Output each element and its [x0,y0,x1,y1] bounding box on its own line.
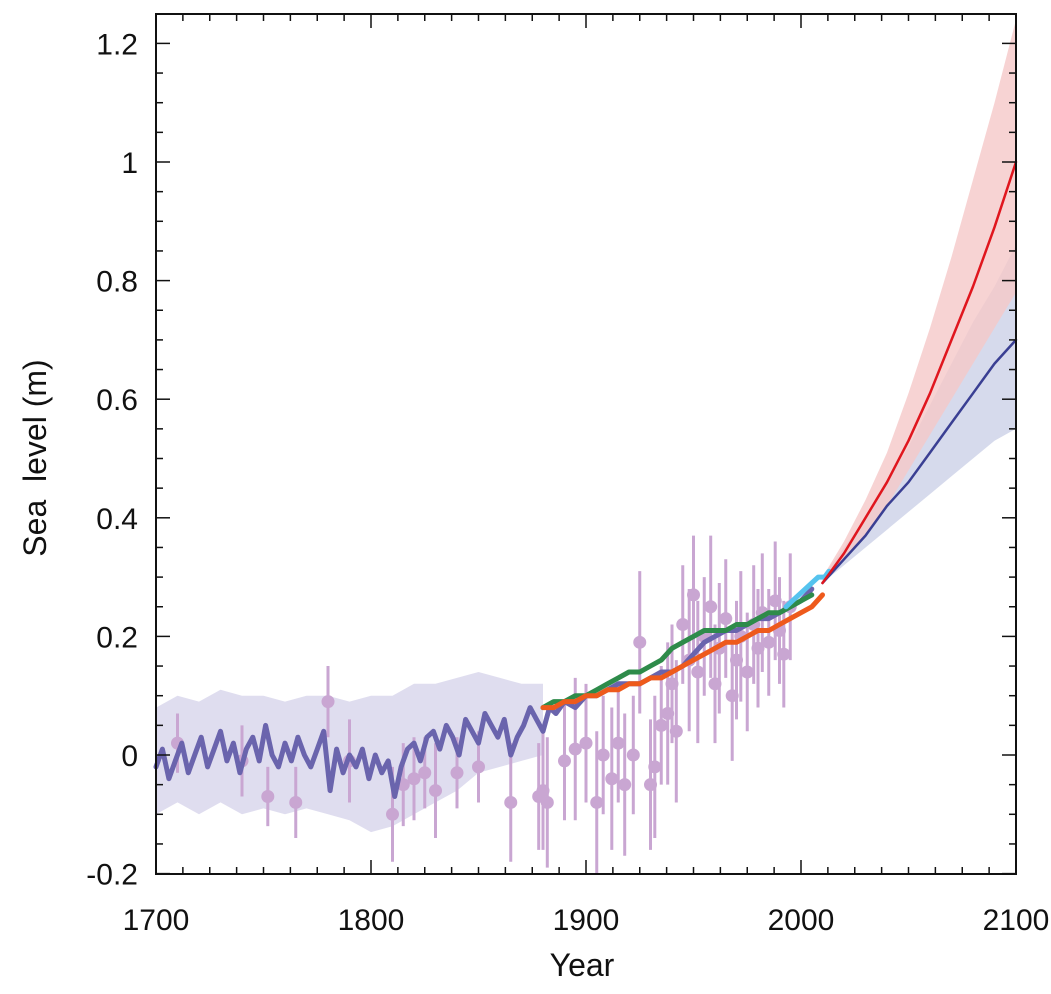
proxy-point [568,742,582,756]
proxy-point [618,778,632,792]
y-tick-labels: -0.2 0 0.2 0.4 0.6 0.8 1 1.2 [86,28,138,891]
proxy-point [605,772,619,786]
proxy-point [504,795,518,809]
proxy-point [704,600,718,614]
proxy-point [558,754,571,768]
y-tick-label: 1.2 [96,28,138,61]
proxy-point [777,647,791,661]
proxy-point [450,766,464,780]
plot-marks [153,19,1018,874]
series-line-projection-low [821,338,1018,585]
series-line-reconstruction [153,586,815,799]
x-tick-labels: 1700 1800 1900 2000 2100 [123,904,1050,937]
series-line-projection-high [821,160,1018,585]
proxy-point [407,772,421,786]
proxy-point [648,760,662,774]
x-axis-title: Year [550,947,615,983]
proxy-point [321,695,335,709]
proxy-point [386,807,399,821]
band-projection-low-band [822,245,1016,583]
x-tick-label: 2100 [983,904,1050,937]
x-tick-label: 1700 [123,904,190,937]
proxy-point [611,736,625,750]
series-line-orange [540,592,825,711]
y-tick-label: 1 [121,147,138,180]
y-tick-label: 0.8 [96,266,138,299]
proxy-point [633,635,647,649]
axis-ticks [155,14,1017,875]
proxy-point [654,718,668,732]
proxy-point [596,748,610,762]
proxy-point [590,795,604,809]
y-axis-title: Sea level (m) [17,359,53,556]
proxy-point [762,635,776,649]
proxy-point [687,588,700,602]
x-tick-label: 1900 [553,904,620,937]
proxy-point [676,618,690,632]
x-tick-label: 1800 [338,904,405,937]
proxy-point [579,736,593,750]
proxy-point [289,795,303,809]
proxy-point [691,665,705,679]
y-tick-label: 0 [121,740,138,773]
proxy-point [740,665,754,679]
y-tick-label: -0.2 [86,859,138,892]
proxy-point [418,766,432,780]
y-tick-label: 0.6 [96,384,138,417]
proxy-point [472,760,485,774]
proxy-point [669,724,683,738]
y-tick-label: 0.2 [96,621,138,654]
y-tick-label: 0.4 [96,503,138,536]
proxy-point [540,795,554,809]
series-line-cyan [783,568,832,610]
proxy-point [429,784,442,798]
proxy-point [261,790,275,804]
x-tick-label: 2000 [768,904,835,937]
band-projection-high-band [822,19,1016,583]
proxy-point [626,748,640,762]
proxy-point [719,612,733,626]
